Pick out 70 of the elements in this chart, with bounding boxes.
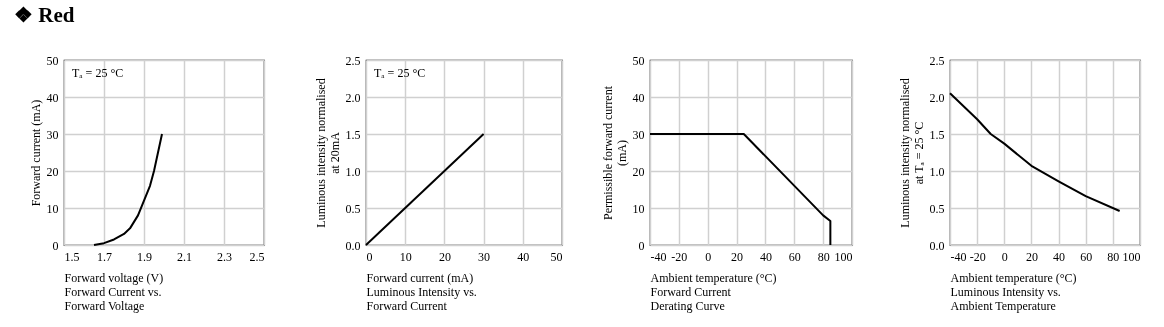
y-tick-label: 30 — [46, 127, 59, 142]
y-tick-label: 50 — [46, 53, 59, 68]
text: Luminous Intensity vs. Forward Current — [366, 284, 477, 313]
y-tick-label: 0.0 — [929, 238, 945, 253]
x-tick-label: 2.5 — [249, 249, 265, 264]
x-tick-label: 1.7 — [97, 249, 112, 264]
y-tick-label: 2.5 — [345, 53, 361, 68]
x-tick-label: -40 — [950, 249, 967, 264]
annotation: Tₐ = 25 °C — [72, 66, 124, 80]
text: Luminous Intensity vs. Ambient Temperature — [950, 284, 1061, 313]
y-tick-label: 2.0 — [345, 90, 361, 105]
y-tick-label: 1.5 — [929, 127, 945, 142]
y-tick-label: 0.0 — [345, 238, 361, 253]
text: Forward Current Derating Curve — [650, 284, 732, 313]
x-tick-label: 10 — [399, 249, 412, 264]
x-tick-label: 60 — [788, 249, 801, 264]
y-tick-label: 10 — [632, 201, 645, 216]
y-axis-title: Luminous intensity normalised at Tₐ = 25 °C — [897, 78, 926, 228]
y-tick-label: 1.5 — [345, 127, 361, 142]
x-axis-title: Forward voltage (V) — [64, 270, 164, 285]
y-tick-label: 0 — [52, 238, 59, 253]
y-tick-label: 20 — [632, 164, 645, 179]
x-tick-label: 40 — [1053, 249, 1066, 264]
y-tick-label: 50 — [632, 53, 645, 68]
x-tick-label: 20 — [731, 249, 744, 264]
x-axis-title: Ambient temperature (°C) — [650, 270, 777, 285]
line-series — [949, 92, 1121, 212]
x-tick-label: 80 — [817, 249, 830, 264]
y-tick-label: 1.0 — [929, 164, 945, 179]
x-tick-label: 0 — [705, 249, 712, 264]
y-tick-label: 2.0 — [929, 90, 945, 105]
x-tick-label: 40 — [517, 249, 530, 264]
y-axis-title: Forward current (mA) — [28, 99, 43, 207]
x-tick-label: 1.9 — [137, 249, 152, 264]
y-tick-label: 2.5 — [929, 53, 945, 68]
chart-title: ❖ Red — [14, 3, 75, 28]
y-tick-label: 10 — [46, 201, 59, 216]
y-tick-label: 40 — [632, 90, 645, 105]
x-tick-label: 100 — [1122, 249, 1141, 264]
y-tick-label: 40 — [46, 90, 59, 105]
x-tick-label: 0 — [1001, 249, 1008, 264]
x-tick-label: 2.1 — [177, 249, 192, 264]
x-axis-title: Ambient temperature (°C) — [950, 270, 1077, 285]
x-tick-label: 100 — [834, 249, 853, 264]
y-tick-label: 30 — [632, 127, 645, 142]
text: Forward Current vs. Forward Voltage — [64, 284, 162, 313]
y-tick-label: 0 — [638, 238, 645, 253]
x-tick-label: 60 — [1080, 249, 1093, 264]
x-tick-label: 2.3 — [217, 249, 232, 264]
x-tick-label: 20 — [1025, 249, 1038, 264]
y-tick-label: 1.0 — [345, 164, 361, 179]
line-series — [93, 133, 163, 246]
line-series — [649, 133, 832, 246]
x-tick-label: 1.5 — [64, 249, 80, 264]
x-axis-title: Forward current (mA) — [366, 270, 474, 285]
x-tick-label: 40 — [759, 249, 772, 264]
annotation: Tₐ = 25 °C — [374, 66, 426, 80]
x-tick-label: 80 — [1107, 249, 1120, 264]
y-axis-title: Permissible forward current (mA) — [600, 85, 629, 220]
y-axis-title: Luminous intensity normalised at 20mA — [313, 78, 342, 228]
y-tick-label: 0.5 — [345, 201, 361, 216]
x-tick-label: 30 — [478, 249, 491, 264]
y-tick-label: 20 — [46, 164, 59, 179]
x-tick-label: -20 — [969, 249, 986, 264]
x-tick-label: -40 — [650, 249, 667, 264]
y-tick-label: 0.5 — [929, 201, 945, 216]
x-tick-label: -20 — [671, 249, 688, 264]
x-tick-label: 20 — [438, 249, 451, 264]
x-tick-label: 0 — [366, 249, 373, 264]
x-tick-label: 50 — [550, 249, 563, 264]
